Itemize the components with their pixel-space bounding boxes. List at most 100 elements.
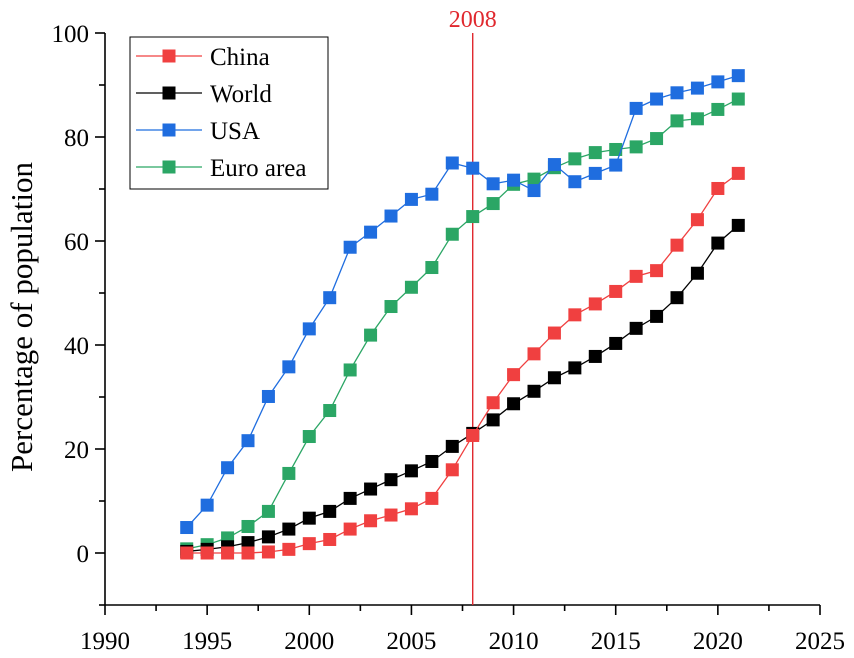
annotation-label: 2008 [449, 7, 497, 33]
data-point-china-2000 [302, 537, 316, 551]
data-point-euro-area-2018 [670, 114, 684, 128]
series-line-world [186, 224, 739, 553]
legend-item-world: World [136, 81, 272, 108]
data-point-world-2001 [323, 504, 337, 518]
data-point-china-2017 [650, 264, 664, 278]
data-point-china-1999 [282, 542, 296, 556]
y-tick-label-80: 80 [64, 125, 89, 152]
data-point-china-2009 [486, 396, 500, 410]
x-tick-label-2025: 2025 [795, 628, 845, 655]
data-point-euro-area-2016 [629, 140, 643, 154]
data-point-china-2014 [588, 297, 602, 311]
data-point-euro-area-2013 [568, 152, 582, 166]
x-tick-label-1995: 1995 [182, 628, 232, 655]
series-line-euro-area [186, 98, 739, 550]
data-point-usa-2003 [364, 225, 378, 239]
x-tick-label-2000: 2000 [284, 628, 334, 655]
legend-items: China World USA Euro area [136, 44, 306, 182]
data-point-usa-2006 [425, 187, 439, 201]
data-point-china-2013 [568, 308, 582, 322]
data-point-china-2011 [527, 347, 541, 361]
data-point-china-2008 [466, 428, 480, 442]
data-point-usa-2002 [343, 240, 357, 254]
data-point-euro-area-2017 [650, 132, 664, 146]
data-point-euro-area-2014 [588, 146, 602, 160]
data-point-china-2015 [609, 284, 623, 298]
data-point-usa-1997 [241, 434, 255, 448]
data-point-usa-2008 [466, 161, 480, 175]
data-point-world-2021 [731, 218, 745, 232]
data-point-world-1999 [282, 522, 296, 536]
data-point-euro-area-1999 [282, 466, 296, 480]
data-point-china-2018 [670, 238, 684, 252]
data-point-china-1998 [261, 545, 275, 559]
legend-label-world: World [210, 81, 272, 108]
data-point-euro-area-2007 [445, 227, 459, 241]
data-point-euro-area-1998 [261, 504, 275, 518]
data-point-usa-2015 [609, 158, 623, 172]
series-line-china [186, 172, 739, 554]
data-point-china-2002 [343, 522, 357, 536]
data-point-usa-2004 [384, 209, 398, 223]
data-point-usa-2007 [445, 156, 459, 170]
x-tick-label-2010: 2010 [489, 628, 539, 655]
data-point-china-2020 [711, 181, 725, 195]
data-point-world-2016 [629, 321, 643, 335]
data-point-usa-2011 [527, 184, 541, 198]
data-point-china-1996 [221, 546, 235, 560]
data-point-world-2005 [404, 464, 418, 478]
data-point-world-2014 [588, 349, 602, 363]
series-euro-area [180, 92, 745, 556]
data-point-world-2019 [690, 266, 704, 280]
y-tick-label-60: 60 [64, 229, 89, 256]
data-point-usa-2005 [404, 192, 418, 206]
y-tick-label-100: 100 [52, 21, 90, 48]
data-point-usa-2021 [731, 69, 745, 83]
data-point-usa-1996 [221, 461, 235, 475]
legend-label-china: China [210, 44, 270, 71]
y-tick-label-20: 20 [64, 437, 89, 464]
data-point-world-2003 [364, 482, 378, 496]
data-point-usa-1994 [180, 521, 194, 535]
data-point-usa-2001 [323, 291, 337, 305]
legend-label-euro-area: Euro area [210, 155, 306, 182]
legend-item-euro-area: Euro area [136, 155, 306, 182]
x-ticks: 1990 1995 2000 2005 2010 2015 2020 2025 [80, 605, 845, 655]
data-point-usa-2020 [711, 75, 725, 89]
data-point-china-2004 [384, 508, 398, 522]
legend-label-usa: USA [210, 118, 260, 145]
series-layer [180, 69, 745, 560]
data-point-world-2007 [445, 439, 459, 453]
data-point-usa-2019 [690, 81, 704, 95]
data-point-china-2001 [323, 532, 337, 546]
data-point-euro-area-2003 [364, 328, 378, 342]
data-point-euro-area-2011 [527, 172, 541, 186]
x-tick-label-1990: 1990 [80, 628, 130, 655]
data-point-world-2006 [425, 454, 439, 468]
data-point-euro-area-2021 [731, 92, 745, 106]
data-point-usa-2000 [302, 322, 316, 336]
data-point-china-2019 [690, 213, 704, 227]
data-point-china-2010 [507, 368, 521, 382]
data-point-euro-area-2009 [486, 197, 500, 211]
x-tick-label-2015: 2015 [591, 628, 641, 655]
data-point-euro-area-2020 [711, 102, 725, 116]
y-axis-title: Percentage of population [4, 162, 39, 472]
y-ticks: 0 20 40 60 80 100 [52, 21, 105, 606]
data-point-china-2021 [731, 166, 745, 180]
data-point-euro-area-2015 [609, 142, 623, 156]
data-point-world-2012 [547, 371, 561, 385]
legend-marker-china [162, 49, 176, 63]
data-point-world-2002 [343, 491, 357, 505]
y-tick-label-0: 0 [77, 541, 90, 568]
data-point-usa-2012 [547, 158, 561, 172]
data-point-euro-area-2004 [384, 300, 398, 314]
data-point-china-1997 [241, 546, 255, 560]
data-point-usa-1995 [200, 498, 214, 512]
data-point-world-2018 [670, 291, 684, 305]
data-point-usa-2010 [507, 173, 521, 187]
data-point-world-2009 [486, 413, 500, 427]
data-point-china-2007 [445, 463, 459, 477]
